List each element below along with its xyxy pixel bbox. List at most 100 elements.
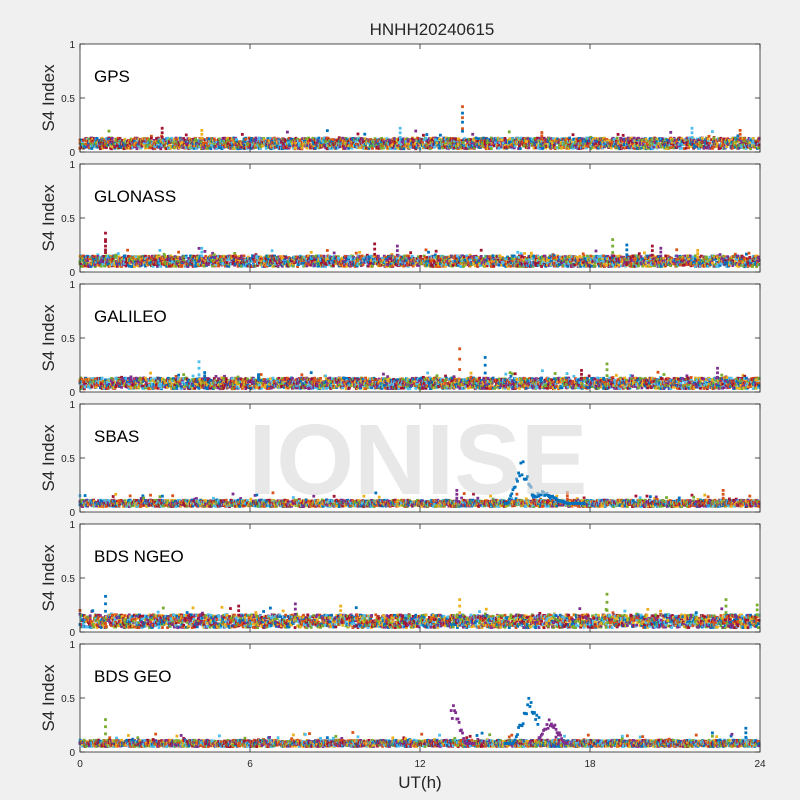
data-point — [387, 142, 390, 146]
data-point — [113, 142, 117, 146]
data-point — [233, 252, 237, 255]
data-point — [314, 141, 317, 145]
data-point — [87, 144, 90, 148]
data-point — [197, 246, 201, 250]
data-point — [461, 140, 465, 144]
data-point — [393, 137, 396, 141]
data-point — [351, 137, 355, 140]
spike-point — [461, 105, 464, 109]
data-point — [332, 251, 336, 255]
data-point — [84, 142, 88, 146]
data-point — [318, 140, 322, 144]
data-point — [104, 145, 108, 149]
data-point — [327, 139, 331, 143]
data-point — [397, 139, 401, 143]
data-point — [275, 139, 279, 143]
data-point — [184, 256, 188, 260]
data-point — [321, 140, 325, 144]
data-point — [218, 146, 221, 149]
data-point — [127, 146, 131, 150]
data-point — [304, 137, 308, 141]
data-point — [376, 141, 380, 145]
data-point — [155, 137, 158, 140]
data-point — [302, 144, 305, 147]
data-point — [104, 139, 107, 143]
data-point — [518, 147, 522, 151]
data-point — [396, 142, 400, 145]
data-point — [123, 137, 127, 141]
data-point — [117, 141, 121, 145]
data-point — [159, 142, 163, 146]
spike-point — [461, 129, 464, 133]
data-point — [142, 143, 146, 147]
data-point — [207, 137, 211, 141]
data-point — [253, 146, 257, 149]
data-point — [204, 141, 208, 145]
data-point — [337, 141, 340, 145]
data-point — [212, 253, 216, 257]
data-point — [149, 146, 152, 150]
data-point — [131, 143, 135, 147]
spike-point — [540, 137, 544, 141]
data-point — [152, 138, 156, 142]
data-point — [306, 144, 310, 147]
data-point — [150, 134, 153, 138]
data-point — [235, 140, 239, 144]
data-point — [350, 146, 354, 150]
data-point — [365, 146, 368, 150]
data-point — [95, 136, 99, 140]
data-point — [756, 146, 760, 150]
data-point — [286, 139, 290, 143]
data-point — [137, 144, 141, 148]
data-point — [359, 146, 362, 150]
data-point — [148, 144, 152, 148]
data-point — [707, 134, 711, 138]
data-point — [116, 144, 119, 148]
data-point — [140, 144, 144, 148]
data-point — [325, 249, 329, 252]
data-point — [337, 146, 340, 150]
data-point — [116, 143, 119, 146]
data-point — [252, 146, 255, 150]
data-point — [99, 147, 102, 151]
data-point — [206, 136, 209, 140]
data-point — [100, 136, 104, 140]
data-point — [392, 146, 396, 150]
spike-point — [738, 129, 742, 132]
data-point — [357, 137, 361, 141]
data-point — [236, 147, 240, 151]
data-point — [388, 140, 391, 144]
data-point — [207, 142, 211, 146]
data-point — [359, 139, 362, 143]
data-point — [425, 133, 429, 136]
data-point — [275, 144, 279, 148]
data-point — [172, 137, 176, 141]
data-point — [285, 146, 288, 150]
data-point — [250, 146, 254, 150]
data-point — [79, 140, 83, 144]
data-point — [170, 136, 174, 140]
data-point — [218, 137, 221, 141]
data-point — [133, 140, 136, 143]
data-point — [366, 141, 370, 145]
data-point — [309, 250, 313, 254]
data-point — [280, 141, 283, 144]
data-point — [209, 147, 213, 150]
data-point — [194, 137, 197, 141]
data-point — [249, 143, 253, 147]
data-point — [270, 141, 274, 145]
data-point — [232, 136, 236, 140]
data-point — [153, 146, 157, 150]
data-point — [184, 133, 188, 137]
data-point — [251, 144, 254, 148]
data-point — [276, 264, 280, 268]
data-point — [231, 254, 235, 258]
data-point — [311, 136, 315, 140]
data-point — [501, 138, 504, 142]
data-point — [113, 145, 117, 149]
data-point — [123, 254, 127, 258]
data-point — [376, 254, 380, 258]
data-point — [380, 137, 384, 140]
data-point — [174, 140, 178, 144]
data-point — [317, 136, 321, 140]
